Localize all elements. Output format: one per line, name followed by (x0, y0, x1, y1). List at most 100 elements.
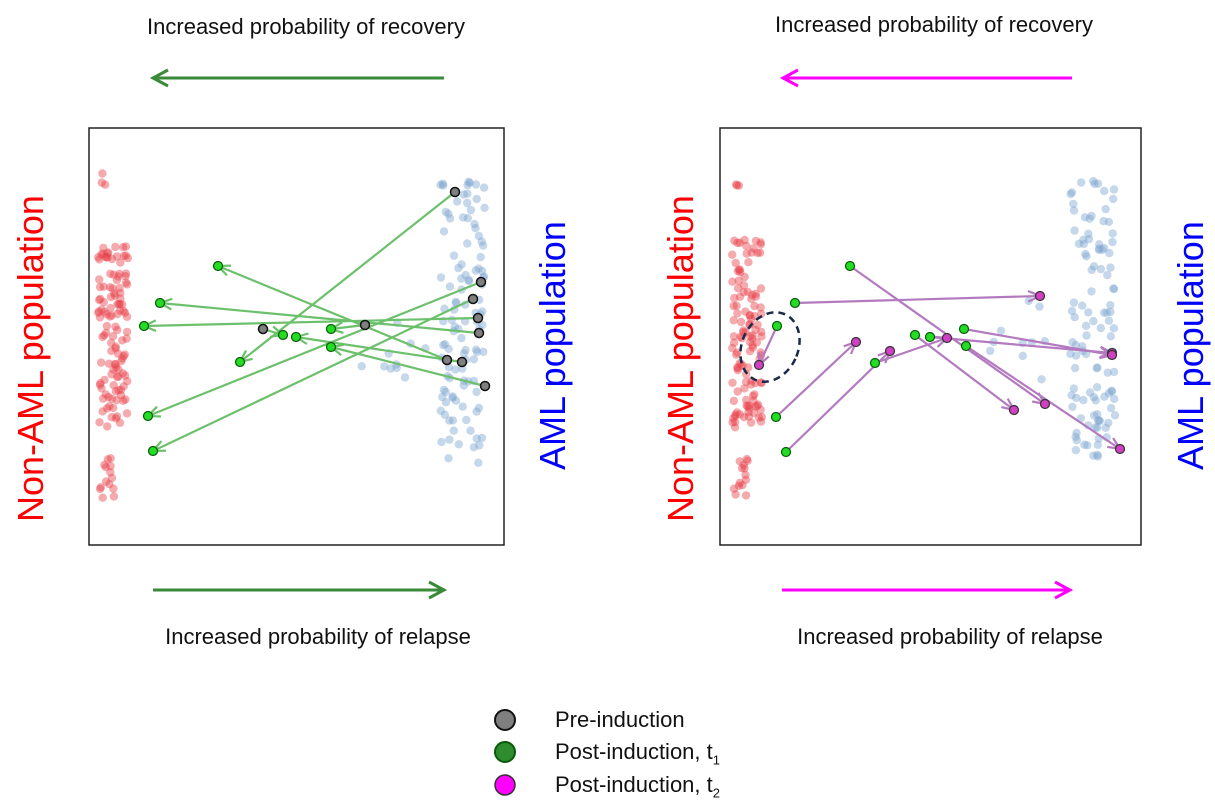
aml-point (1093, 410, 1102, 419)
non-aml-point (733, 366, 742, 375)
non-aml-point (729, 484, 739, 493)
pre-induction-point (359, 319, 371, 331)
aml-point (459, 190, 468, 199)
aml-point (1087, 287, 1096, 296)
aml-point (1102, 308, 1111, 317)
non-aml-point (742, 249, 751, 258)
post-t2-point (1039, 398, 1051, 410)
aml-point (1067, 188, 1077, 197)
aml-point (1098, 245, 1107, 254)
non-aml-point (733, 284, 743, 293)
non-aml-point (728, 250, 737, 259)
non-aml-point (102, 404, 112, 413)
aml-point (466, 205, 476, 215)
non-aml-point (736, 268, 745, 277)
aml-point (1082, 252, 1091, 261)
aml-point (466, 426, 475, 435)
pre-induction-point (456, 356, 468, 368)
aml-point (472, 387, 481, 397)
aml-point (471, 266, 480, 275)
non-aml-point (119, 251, 129, 261)
aml-point (448, 416, 458, 425)
aml-point (437, 437, 446, 447)
post-t1-point (234, 356, 246, 368)
aml-point (1087, 265, 1096, 275)
trajectory-arrow (152, 298, 474, 452)
aml-point (449, 426, 458, 435)
aml-point (436, 406, 445, 415)
post-t1-point (780, 446, 792, 458)
non-aml-point (729, 301, 738, 311)
non-aml-point (121, 251, 131, 260)
pre-induction-point (441, 354, 453, 366)
post-t1-point (924, 331, 936, 343)
aml-point (1082, 331, 1091, 340)
non-aml-point (118, 354, 127, 363)
aml-point (1069, 298, 1079, 307)
non-aml-point (103, 455, 113, 464)
aml-point (457, 260, 466, 269)
aml-point (1093, 179, 1103, 188)
non-aml-point (749, 396, 758, 405)
aml-point (1108, 229, 1117, 238)
aml-point (458, 213, 468, 222)
non-aml-point (112, 396, 121, 405)
non-aml-point (745, 311, 754, 320)
aml-point (438, 392, 447, 402)
aml-point (1099, 243, 1109, 253)
non-aml-point (730, 417, 740, 427)
non-aml-point (757, 327, 766, 337)
non-aml-point (123, 376, 132, 386)
non-aml-point (121, 269, 131, 278)
non-aml-point (112, 252, 122, 261)
trajectory-arrow (874, 336, 948, 365)
pre-induction-point (449, 186, 461, 198)
non-aml-point (733, 363, 742, 372)
post-t2-point (941, 332, 953, 344)
non-aml-point (751, 292, 761, 301)
aml-point (1071, 432, 1080, 441)
aml-point (440, 410, 450, 419)
aml-point (1109, 367, 1119, 377)
trajectory-arrow (143, 316, 479, 328)
non-aml-point (756, 238, 765, 247)
trajectory-arrow (785, 350, 891, 453)
non-aml-point (98, 332, 107, 342)
post-t2-point (1008, 404, 1020, 416)
aml-point (1018, 351, 1027, 361)
right-bottom-caption: Increased probability of relapse (797, 624, 1103, 649)
aml-point (1069, 199, 1078, 209)
aml-point (450, 322, 459, 331)
pre-induction-point (475, 276, 487, 288)
aml-point (1089, 411, 1099, 420)
post-t2-point (753, 359, 765, 371)
trajectory-arrow (758, 325, 778, 366)
aml-point (392, 363, 401, 373)
non-aml-point (735, 457, 744, 466)
non-aml-point (746, 314, 756, 324)
non-aml-point (110, 291, 120, 300)
aml-point (1071, 446, 1081, 455)
non-aml-point (115, 299, 125, 309)
post-t2-point (850, 336, 862, 348)
aml-point (1104, 217, 1114, 227)
aml-point (463, 239, 472, 248)
aml-point (1093, 440, 1103, 449)
non-aml-point (102, 321, 112, 331)
aml-point (1108, 237, 1117, 247)
non-aml-point (756, 405, 765, 414)
pre-induction-point (479, 380, 491, 392)
post-t2-point (1034, 290, 1046, 302)
aml-point (1037, 375, 1046, 384)
non-aml-point (731, 258, 740, 268)
non-aml-point (735, 478, 744, 488)
aml-point (441, 387, 450, 397)
aml-point (439, 227, 449, 236)
aml-point (1109, 284, 1119, 294)
aml-point (996, 326, 1006, 335)
aml-point (464, 177, 473, 186)
non-aml-point (744, 404, 754, 413)
aml-point (475, 441, 484, 450)
aml-point (1095, 240, 1104, 249)
aml-point (1083, 441, 1092, 450)
